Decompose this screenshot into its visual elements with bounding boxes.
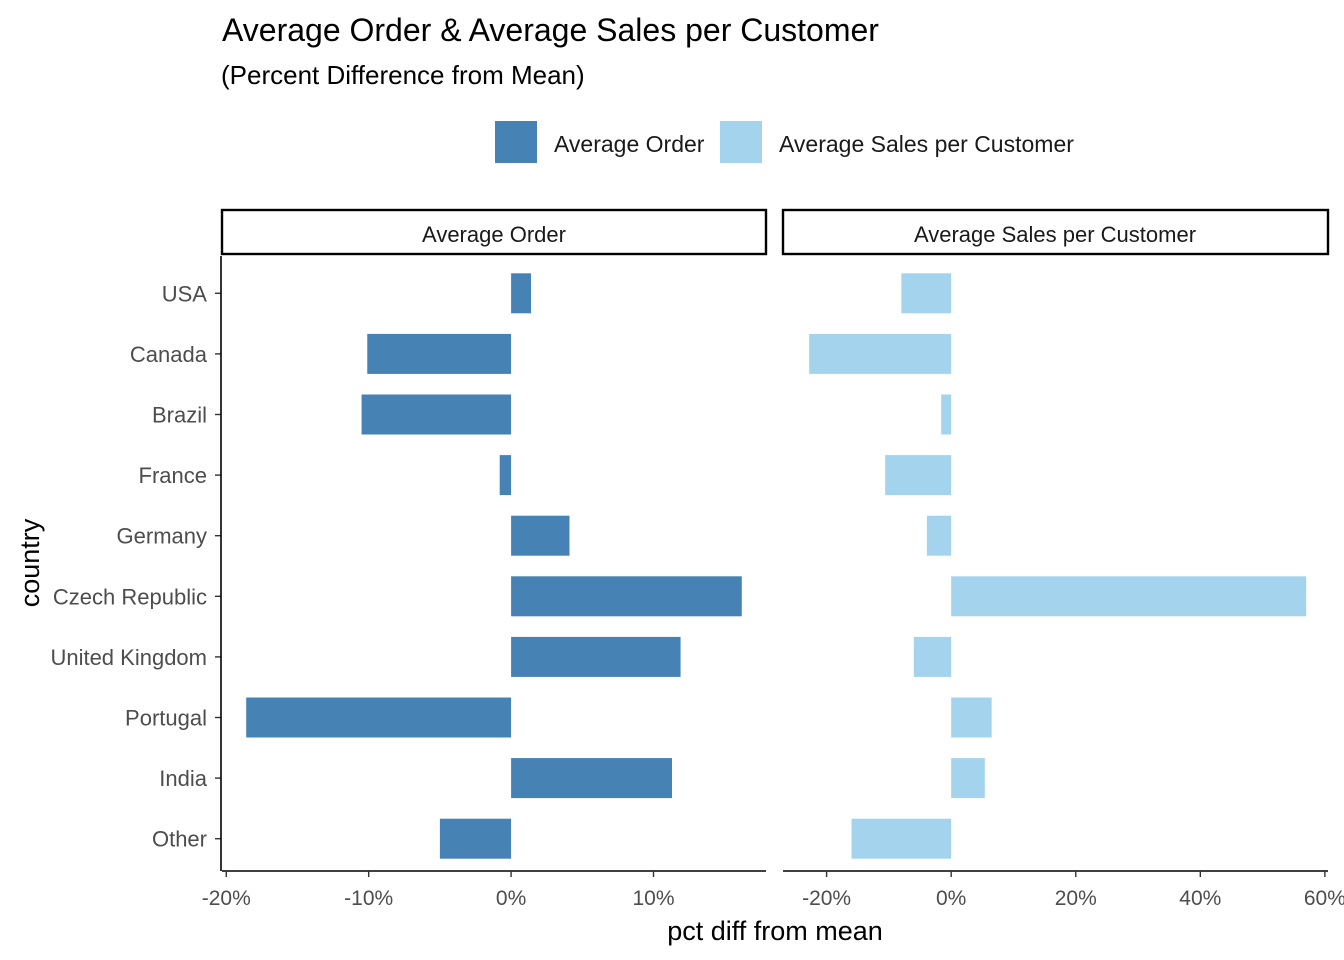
x-tick-label: 60%	[1304, 887, 1344, 910]
x-tick-label: -10%	[344, 887, 393, 910]
strip-label-average-order: Average Order	[422, 222, 566, 247]
bar-portugal	[951, 697, 992, 738]
y-tick-label: India	[159, 766, 207, 791]
x-axis-title: pct diff from mean	[667, 916, 883, 946]
legend: Average Order Average Sales per Customer	[495, 121, 1074, 163]
chart-title: Average Order & Average Sales per Custom…	[222, 12, 879, 48]
x-tick-label: 20%	[1055, 887, 1097, 910]
strip-average-sales: Average Sales per Customer	[781, 208, 1330, 256]
x-tick-label: 40%	[1179, 887, 1221, 910]
y-tick-label: Brazil	[152, 403, 207, 428]
bar-france	[885, 455, 952, 496]
x-tick-label: 0%	[496, 887, 526, 910]
bar-france	[499, 455, 512, 496]
bar-canada	[367, 333, 512, 374]
chart-subtitle: (Percent Difference from Mean)	[221, 60, 585, 90]
bar-canada	[809, 333, 952, 374]
legend-swatch-average-order	[495, 121, 537, 163]
panel-average-order: -20% -10% 0% 10%	[202, 273, 766, 910]
bar-brazil	[941, 394, 952, 435]
y-tick-label: United Kingdom	[50, 645, 207, 670]
bar-portugal	[246, 697, 512, 738]
bar-germany	[511, 515, 570, 556]
bar-other	[439, 818, 512, 859]
y-tick-label: Czech Republic	[53, 584, 207, 609]
panel-average-sales: -20% 0% 20% 40% 60%	[783, 273, 1344, 910]
y-tick-label: Portugal	[125, 706, 207, 731]
y-tick-label: Other	[152, 827, 207, 852]
bar-united-kingdom	[913, 636, 952, 677]
y-tick-label: France	[139, 463, 207, 488]
bar-other	[851, 818, 952, 859]
y-tick-label: Canada	[130, 342, 208, 367]
legend-label-average-sales: Average Sales per Customer	[779, 131, 1074, 157]
bar-united-kingdom	[511, 636, 681, 677]
x-tick-label: 10%	[632, 887, 674, 910]
bar-czech-republic	[951, 576, 1307, 617]
legend-swatch-average-sales	[720, 121, 762, 163]
bar-brazil	[361, 394, 512, 435]
x-tick-label: 0%	[936, 887, 966, 910]
bar-germany	[926, 515, 952, 556]
x-tick-label: -20%	[802, 887, 851, 910]
bar-india	[951, 758, 985, 799]
strip-average-order: Average Order	[220, 208, 768, 256]
y-tick-label: Germany	[117, 524, 207, 549]
strip-label-average-sales: Average Sales per Customer	[914, 222, 1196, 247]
bar-usa	[511, 273, 532, 314]
legend-label-average-order: Average Order	[554, 131, 705, 157]
bar-czech-republic	[511, 576, 742, 617]
y-axis-labels: USA Canada Brazil France Germany Czech Republ…	[50, 256, 222, 871]
bar-india	[511, 758, 673, 799]
y-axis-title: country	[15, 518, 45, 607]
y-tick-label: USA	[162, 281, 208, 306]
bar-usa	[901, 273, 952, 314]
x-tick-label: -20%	[202, 887, 251, 910]
